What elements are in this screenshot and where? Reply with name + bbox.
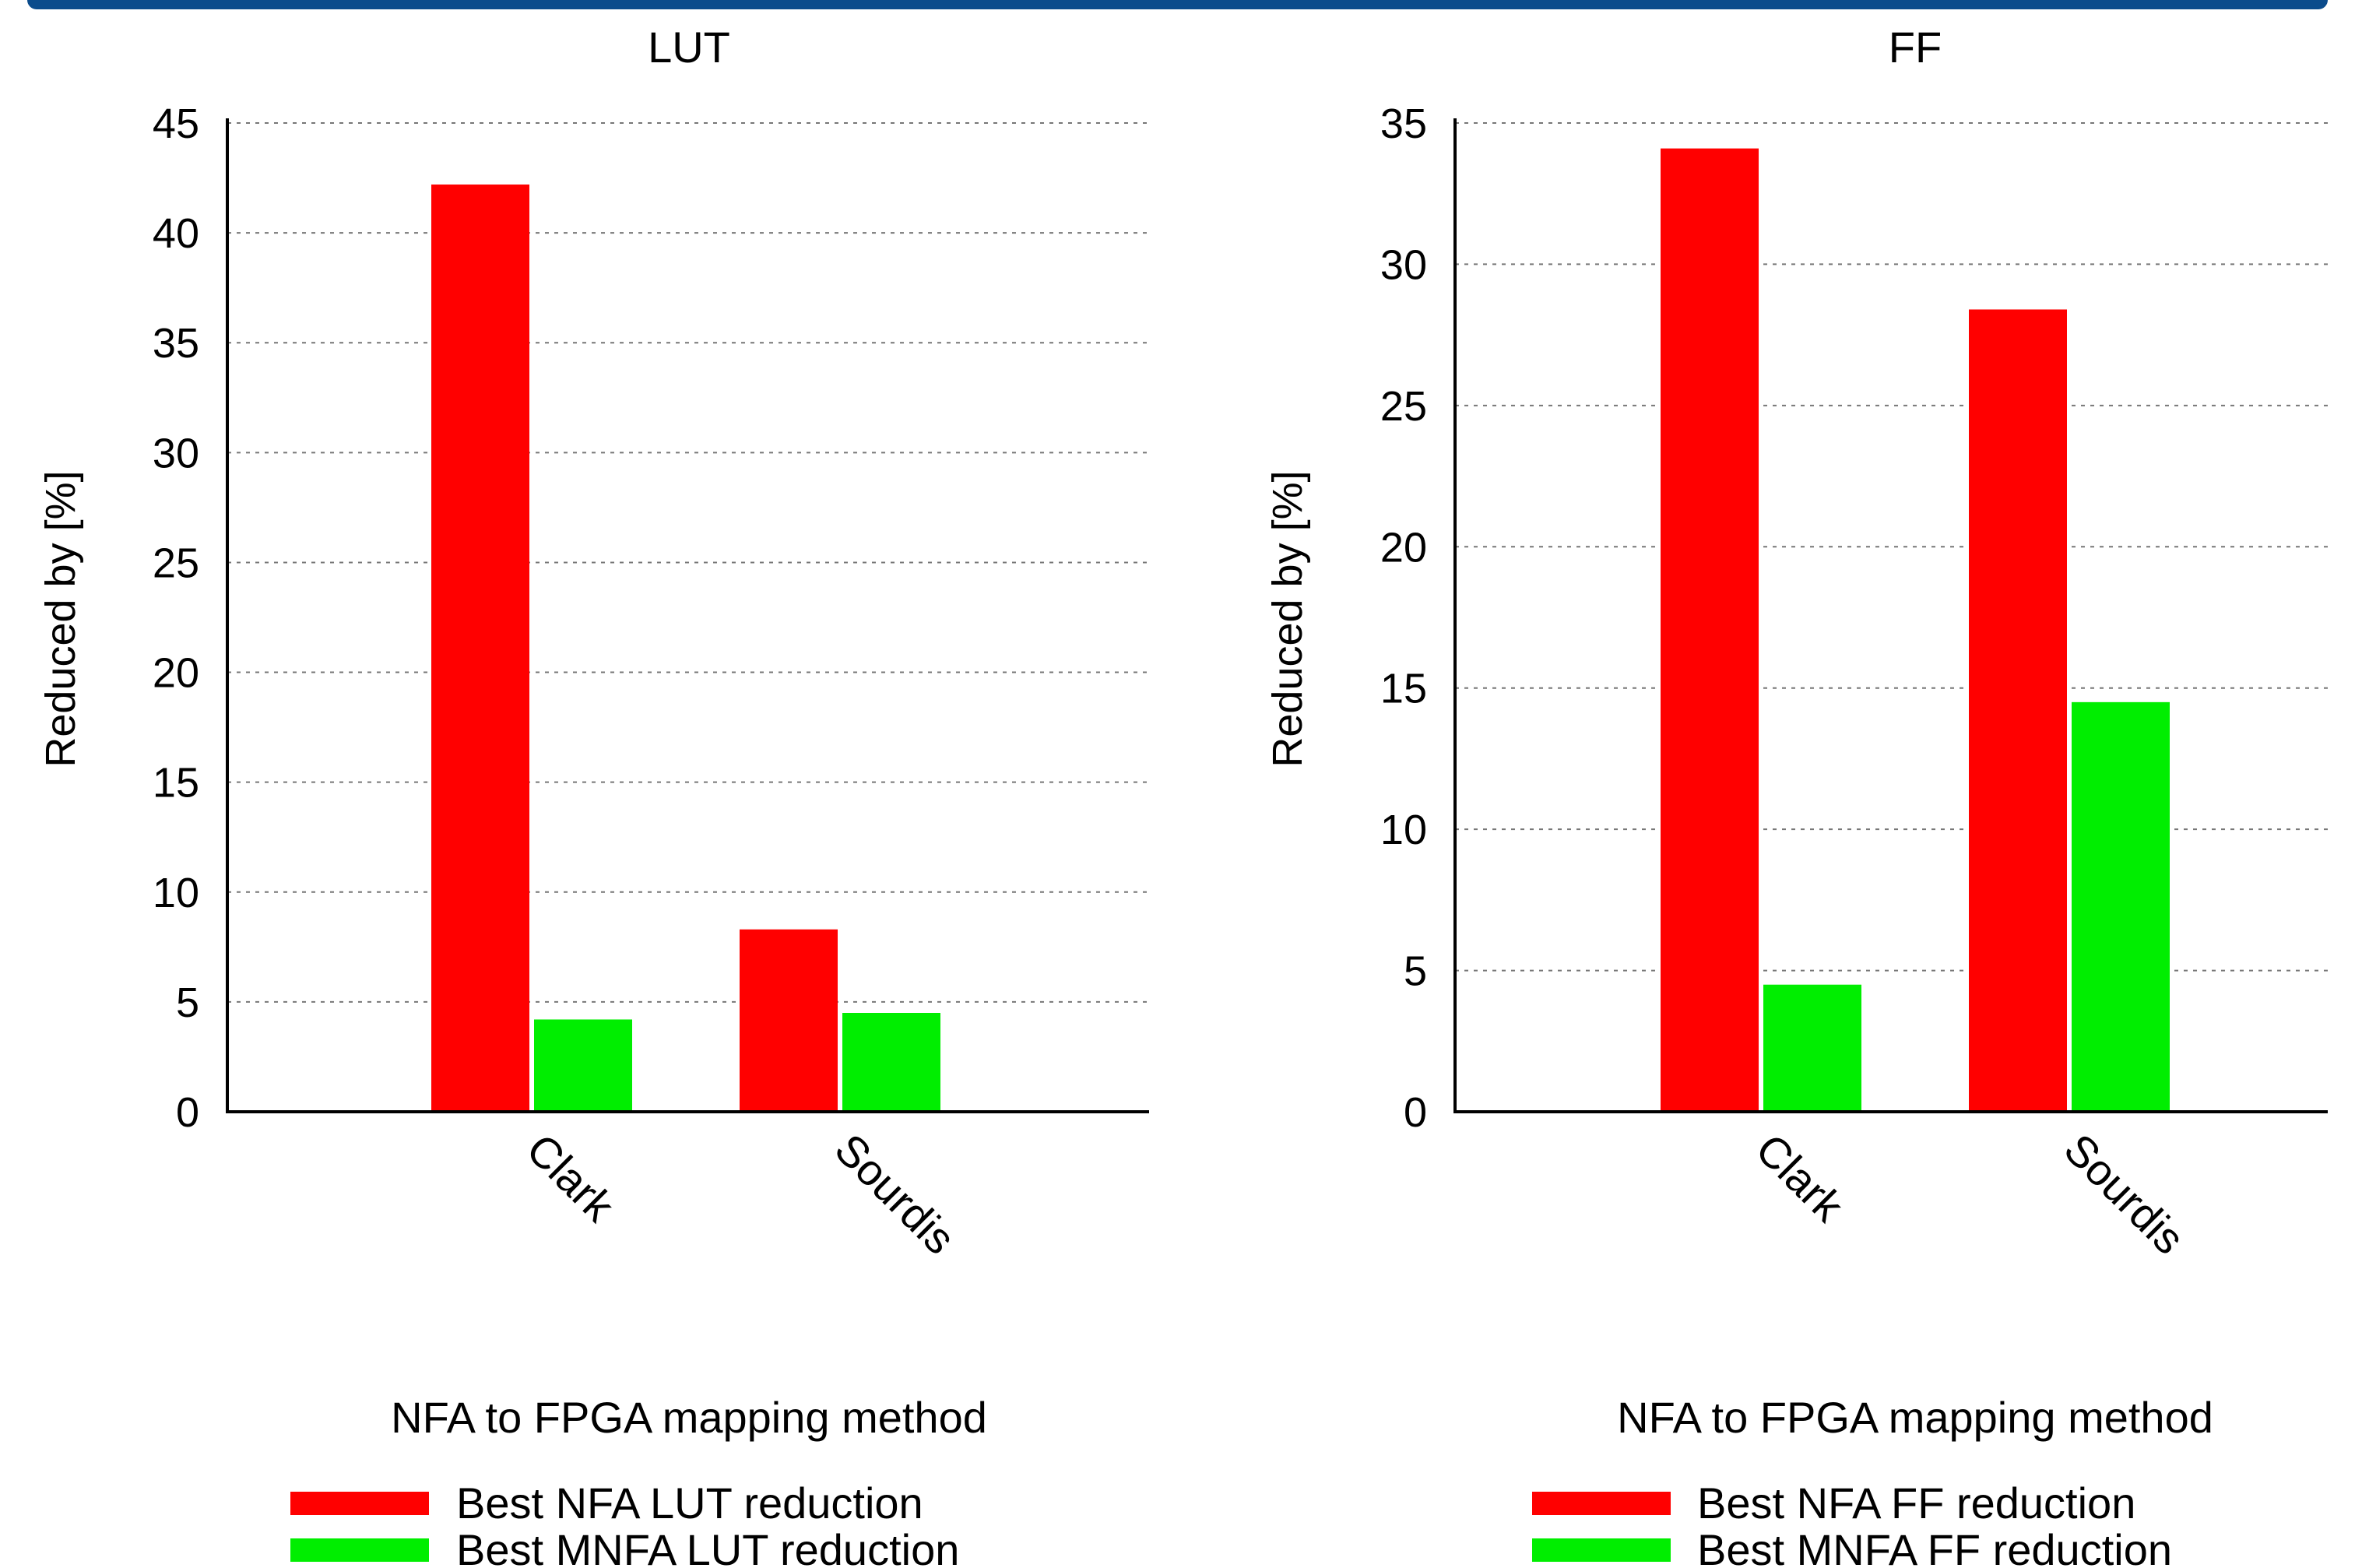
y-tick-label: 5 xyxy=(176,979,199,1026)
y-tick-label: 0 xyxy=(176,1089,199,1136)
legend-label-nfa-lut: Best NFA LUT reduction xyxy=(456,1478,923,1528)
legend: Best NFA LUT reduction Best MNFA LUT red… xyxy=(290,1478,959,1568)
y-tick-label: 10 xyxy=(153,870,199,916)
bar-best-mnfa-ff-reduction-sourdis xyxy=(2072,701,2170,1112)
x-axis-ticks: Clark Sourdis xyxy=(1747,1124,2195,1264)
gridlines xyxy=(1455,122,2328,972)
axes xyxy=(1453,118,2328,1113)
x-tick-label: Clark xyxy=(1747,1124,1854,1232)
y-axis-label: Reduced by [%] xyxy=(1264,470,1311,767)
y-tick-label: 5 xyxy=(1404,948,1427,995)
y-tick-label: 40 xyxy=(153,210,199,257)
bar-best-nfa-lut-reduction-sourdis xyxy=(740,929,838,1112)
bars xyxy=(431,185,940,1112)
legend-swatch-nfa-ff xyxy=(1532,1492,1671,1515)
chart-ff: FF Reduced by [%] 0 5 10 15 20 25 30 35 Clark So… xyxy=(1264,23,2328,1568)
y-axis-label: Reduced by [%] xyxy=(37,470,84,767)
x-tick-label: Clark xyxy=(518,1124,625,1232)
bar-best-mnfa-ff-reduction-clark xyxy=(1763,984,1861,1112)
legend-swatch-mnfa-lut xyxy=(290,1538,429,1562)
bar-best-mnfa-lut-reduction-clark xyxy=(534,1019,632,1112)
y-tick-label: 30 xyxy=(153,430,199,476)
gridlines xyxy=(227,122,1149,1003)
x-axis-ticks: Clark Sourdis xyxy=(518,1124,965,1264)
x-axis-label: NFA to FPGA mapping method xyxy=(1617,1393,2213,1442)
bar-best-nfa-lut-reduction-clark xyxy=(431,185,529,1112)
y-tick-label: 10 xyxy=(1380,807,1427,853)
bars xyxy=(1661,148,2170,1113)
chart-title: LUT xyxy=(648,23,730,72)
x-axis-label: NFA to FPGA mapping method xyxy=(391,1393,987,1442)
x-tick-label: Sourdis xyxy=(2055,1124,2195,1264)
bar-best-nfa-ff-reduction-sourdis xyxy=(1969,309,2067,1112)
x-tick-label: Sourdis xyxy=(826,1124,965,1264)
window-top-bar xyxy=(27,0,2328,9)
y-tick-label: 0 xyxy=(1404,1089,1427,1136)
legend-swatch-nfa-lut xyxy=(290,1492,429,1515)
axes xyxy=(226,118,1149,1113)
y-tick-label: 35 xyxy=(1380,100,1427,147)
y-tick-label: 25 xyxy=(153,540,199,586)
y-tick-label: 20 xyxy=(153,650,199,697)
y-tick-label: 25 xyxy=(1380,383,1427,430)
y-tick-label: 15 xyxy=(1380,666,1427,712)
legend-label-mnfa-lut: Best MNFA LUT reduction xyxy=(456,1525,959,1568)
legend-label-nfa-ff: Best NFA FF reduction xyxy=(1697,1478,2135,1528)
legend: Best NFA FF reduction Best MNFA FF reduc… xyxy=(1532,1478,2172,1568)
legend-label-mnfa-ff: Best MNFA FF reduction xyxy=(1697,1525,2172,1568)
chart-title: FF xyxy=(1889,23,1942,72)
y-axis-ticks: 0 5 10 15 20 25 30 35 40 45 xyxy=(153,100,199,1136)
bar-best-nfa-ff-reduction-clark xyxy=(1661,148,1759,1113)
chart-lut: LUT Reduced by [%] 0 5 10 15 20 25 30 35 40 45 Cl… xyxy=(37,23,1149,1568)
y-axis-ticks: 0 5 10 15 20 25 30 35 xyxy=(1380,100,1427,1136)
y-tick-label: 35 xyxy=(153,320,199,367)
bar-best-mnfa-lut-reduction-sourdis xyxy=(842,1013,940,1112)
y-tick-label: 15 xyxy=(153,760,199,807)
y-tick-label: 20 xyxy=(1380,524,1427,571)
y-tick-label: 30 xyxy=(1380,241,1427,288)
y-tick-label: 45 xyxy=(153,100,199,147)
legend-swatch-mnfa-ff xyxy=(1532,1538,1671,1562)
